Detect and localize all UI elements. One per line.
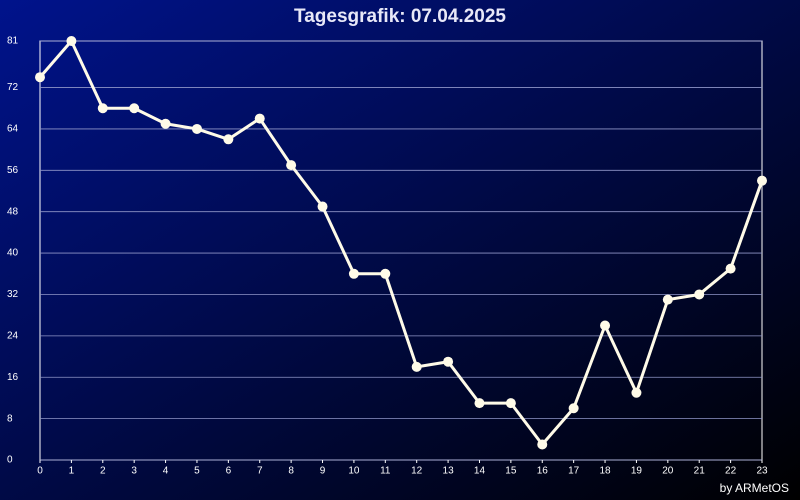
y-tick-label: 56: [7, 165, 19, 176]
x-tick-label: 3: [131, 466, 137, 477]
y-tick-label: 40: [7, 248, 19, 259]
x-tick-label: 10: [348, 466, 360, 477]
data-point: [254, 113, 265, 124]
x-tick-label: 1: [69, 466, 75, 477]
y-tick-label: 48: [7, 206, 19, 217]
data-point: [66, 36, 77, 46]
y-tick-label: 16: [7, 372, 19, 383]
y-tick-label: 32: [7, 289, 19, 300]
data-point: [757, 175, 767, 186]
data-point: [129, 103, 140, 114]
x-tick-label: 15: [505, 466, 517, 477]
data-point: [631, 387, 642, 398]
x-tick-label: 9: [320, 466, 326, 477]
data-point: [694, 289, 705, 300]
data-point: [411, 361, 422, 372]
x-tick-label: 14: [474, 466, 486, 477]
data-point: [35, 72, 45, 83]
chart-title: Tagesgrafik: 07.04.2025: [294, 6, 506, 27]
x-tick-label: 5: [194, 466, 200, 477]
data-point: [286, 160, 297, 171]
data-point: [97, 103, 108, 114]
data-point: [537, 439, 548, 450]
x-tick-label: 12: [411, 466, 423, 477]
x-tick-label: 11: [380, 466, 391, 477]
data-point: [380, 268, 391, 279]
data-point: [317, 201, 328, 212]
x-tick-label: 20: [662, 466, 674, 477]
y-tick-label: 8: [7, 413, 13, 424]
data-point: [348, 268, 359, 279]
x-tick-label: 17: [568, 466, 580, 477]
y-tick-label: 0: [7, 455, 13, 466]
x-tick-label: 4: [163, 466, 169, 477]
x-tick-label: 21: [694, 466, 706, 477]
data-point: [725, 263, 736, 274]
data-point: [223, 134, 234, 145]
data-point: [662, 294, 673, 305]
y-tick-label: 72: [7, 82, 19, 93]
x-tick-label: 16: [537, 466, 549, 477]
data-point: [474, 398, 485, 409]
data-point: [443, 356, 454, 367]
y-tick-label: 24: [7, 330, 19, 341]
x-tick-label: 19: [631, 466, 643, 477]
data-point: [568, 403, 579, 414]
x-tick-label: 18: [599, 466, 611, 477]
x-tick-label: 7: [257, 466, 263, 477]
x-tick-label: 22: [725, 466, 737, 477]
data-point: [191, 123, 202, 134]
x-tick-label: 6: [226, 466, 232, 477]
data-point: [600, 320, 611, 331]
y-tick-label: 64: [7, 124, 19, 135]
x-tick-label: 13: [443, 466, 455, 477]
data-point: [505, 398, 516, 409]
credit: by ARMetOS: [720, 481, 789, 495]
x-tick-label: 23: [756, 466, 768, 477]
x-tick-label: 2: [100, 466, 106, 477]
y-tick-label: 81: [7, 36, 19, 47]
x-tick-label: 0: [37, 466, 43, 477]
data-point: [160, 118, 171, 129]
x-tick-label: 8: [288, 466, 294, 477]
data-line: [38, 39, 764, 446]
